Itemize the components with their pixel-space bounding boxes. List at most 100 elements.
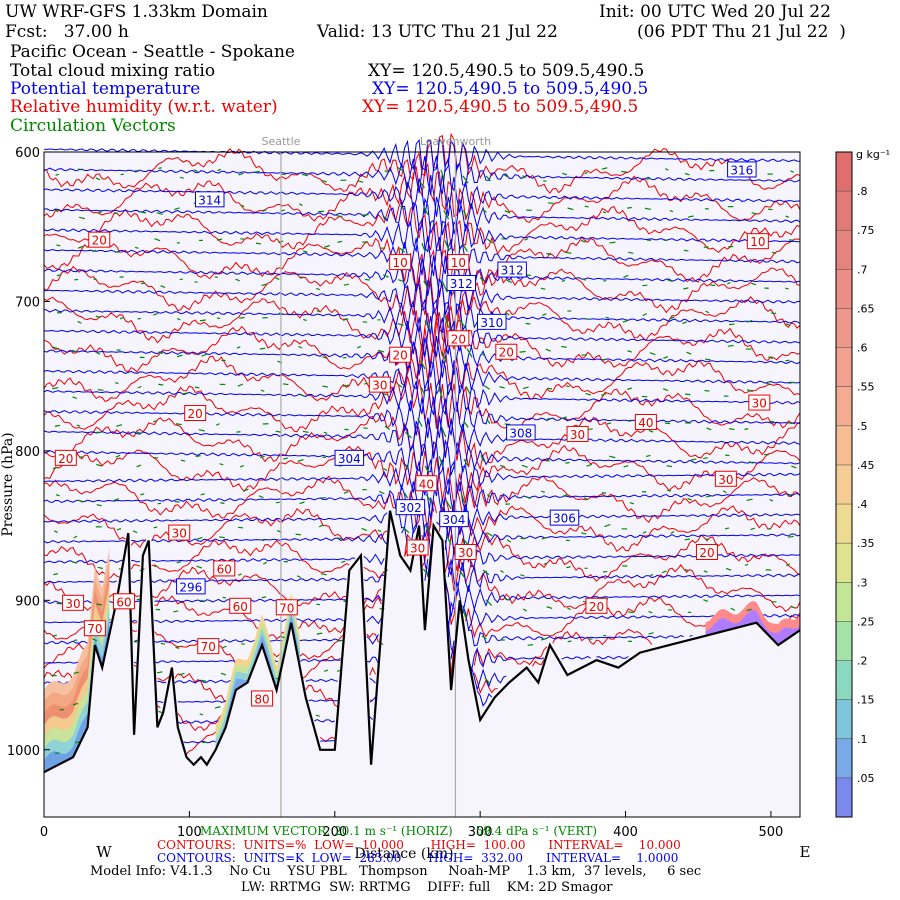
rh-label: 70 <box>87 622 102 636</box>
rh-label-box <box>168 524 191 541</box>
vector-arrow <box>323 244 330 248</box>
vector-arrow <box>417 418 423 427</box>
rh-label: 10 <box>451 256 466 270</box>
vector-arrow <box>220 672 227 676</box>
vector-arrow <box>485 599 493 607</box>
field-rh-label: Relative humidity (w.r.t. water) <box>10 97 278 117</box>
vector-arrow <box>261 596 267 599</box>
vector-arrow <box>153 420 157 423</box>
vector-arrow <box>627 350 632 353</box>
colorbar-tick-label: .45 <box>857 459 875 472</box>
colorbar-swatch <box>836 308 852 349</box>
vector-arrow <box>177 318 181 321</box>
vector-arrow <box>541 536 547 540</box>
vector-arrow <box>137 385 142 389</box>
vector-arrow <box>199 319 206 322</box>
vector-arrow <box>358 180 364 183</box>
vector-arrow <box>604 524 611 528</box>
contour-labels: 20 10 10 10 20 20 20 30 20 30 40 30 20 40 30 30 30 30 20 60… <box>54 161 771 707</box>
vector-arrow <box>180 459 186 462</box>
rh-label: 40 <box>638 416 653 430</box>
theta-isoline <box>43 298 801 336</box>
field-vectors-label: Circulation Vectors <box>10 116 176 136</box>
vector-arrow <box>547 202 554 205</box>
field-cloud-xy: XY= 120.5,490.5 to 509.5,490.5 <box>368 61 645 81</box>
theta-label: 304 <box>443 513 466 527</box>
vector-arrow <box>751 282 757 286</box>
vector-arrow <box>729 428 735 431</box>
vector-arrow <box>687 215 694 218</box>
vector-arrow <box>160 642 166 645</box>
rh-label: 30 <box>570 428 585 442</box>
vector-arrow <box>705 310 710 314</box>
vector-arrow <box>623 465 629 468</box>
theta-label: 296 <box>179 580 202 594</box>
vector-arrow <box>119 316 124 320</box>
vector-arrow <box>193 169 199 173</box>
vector-arrow <box>77 245 84 249</box>
theta-isoline <box>43 255 801 298</box>
colorbar-tick-label: .1 <box>857 733 868 746</box>
vector-arrow <box>53 573 58 576</box>
vector-arrow <box>402 526 410 534</box>
rh-isoline <box>43 236 801 290</box>
vector-arrow <box>788 493 793 497</box>
vector-arrow <box>72 561 78 564</box>
colorbar-swatch <box>836 738 852 779</box>
vector-arrow <box>521 464 528 468</box>
vector-arrow <box>460 492 466 504</box>
vector-arrow <box>201 353 207 357</box>
vector-arrow <box>158 351 163 355</box>
vector-arrow <box>115 454 121 458</box>
theta-label: 314 <box>198 193 221 207</box>
vector-arrow <box>315 287 321 291</box>
vector-arrow <box>72 396 77 399</box>
rh-label-box <box>566 425 589 442</box>
vector-arrow <box>321 179 327 183</box>
vector-arrow <box>216 238 223 241</box>
vector-arrow <box>727 344 734 347</box>
valid-time-local: (06 PDT Thu 21 Jul 22 ) <box>637 22 846 42</box>
vector-arrow <box>686 351 692 355</box>
vector-arrow <box>397 322 404 327</box>
vector-arrow <box>237 383 243 387</box>
y-tick-label: 800 <box>15 445 40 460</box>
rh-label-box <box>229 597 252 614</box>
vector-arrow <box>343 490 349 494</box>
vector-arrow <box>134 246 139 249</box>
vector-arrow <box>606 422 612 425</box>
vector-arrow <box>628 251 634 254</box>
vector-arrow <box>503 174 509 178</box>
vector-arrow <box>79 455 83 459</box>
y-tick-label: 1000 <box>7 744 40 759</box>
vector-arrow <box>506 539 512 543</box>
axes: 0 100 200 300 400 500 600 700 800 900 1000 Distance… <box>0 146 810 862</box>
colorbar-tick-label: .2 <box>857 655 868 668</box>
vector-arrow <box>196 536 203 540</box>
vector-arrow <box>383 467 388 472</box>
vector-arrow <box>96 463 102 467</box>
vector-arrow <box>219 536 225 539</box>
vector-arrow <box>769 499 774 502</box>
vector-arrow <box>785 287 789 290</box>
theta-label-box <box>395 499 426 516</box>
vector-arrow <box>404 463 409 470</box>
vector-arrow <box>580 239 586 243</box>
vector-arrow <box>323 669 329 672</box>
theta-isoline <box>43 235 801 277</box>
vector-arrow <box>95 177 101 181</box>
colorbar-swatch <box>836 621 852 662</box>
rh-label: 10 <box>750 235 765 249</box>
vector-arrow <box>260 538 265 542</box>
vector-arrow <box>315 714 320 717</box>
y-axis-label: Pressure (hPa) <box>0 432 16 536</box>
vector-arrow <box>382 274 389 278</box>
rh-label: 30 <box>458 546 473 560</box>
vector-arrow <box>567 607 571 611</box>
rh-label-box <box>748 394 771 411</box>
vector-arrow <box>258 495 264 499</box>
rh-label-box <box>454 543 477 560</box>
vector-arrow <box>567 640 572 643</box>
vector-arrow <box>690 458 697 461</box>
vector-arrow <box>443 210 450 220</box>
